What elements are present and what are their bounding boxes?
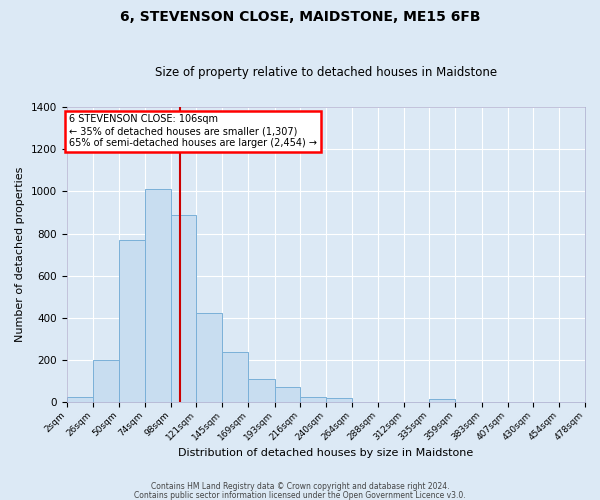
- X-axis label: Distribution of detached houses by size in Maidstone: Distribution of detached houses by size …: [178, 448, 473, 458]
- Text: 6 STEVENSON CLOSE: 106sqm
← 35% of detached houses are smaller (1,307)
65% of se: 6 STEVENSON CLOSE: 106sqm ← 35% of detac…: [69, 114, 317, 148]
- Title: Size of property relative to detached houses in Maidstone: Size of property relative to detached ho…: [155, 66, 497, 80]
- Bar: [299, 397, 326, 402]
- Bar: [119, 240, 145, 402]
- Text: Contains HM Land Registry data © Crown copyright and database right 2024.: Contains HM Land Registry data © Crown c…: [151, 482, 449, 491]
- Bar: [248, 379, 275, 402]
- Bar: [92, 360, 119, 402]
- Text: 6, STEVENSON CLOSE, MAIDSTONE, ME15 6FB: 6, STEVENSON CLOSE, MAIDSTONE, ME15 6FB: [120, 10, 480, 24]
- Bar: [326, 398, 352, 402]
- Bar: [171, 214, 196, 402]
- Y-axis label: Number of detached properties: Number of detached properties: [15, 167, 25, 342]
- Bar: [429, 399, 455, 402]
- Bar: [275, 388, 299, 402]
- Bar: [67, 397, 92, 402]
- Bar: [145, 190, 171, 402]
- Bar: [196, 312, 222, 402]
- Text: Contains public sector information licensed under the Open Government Licence v3: Contains public sector information licen…: [134, 490, 466, 500]
- Bar: [222, 352, 248, 402]
